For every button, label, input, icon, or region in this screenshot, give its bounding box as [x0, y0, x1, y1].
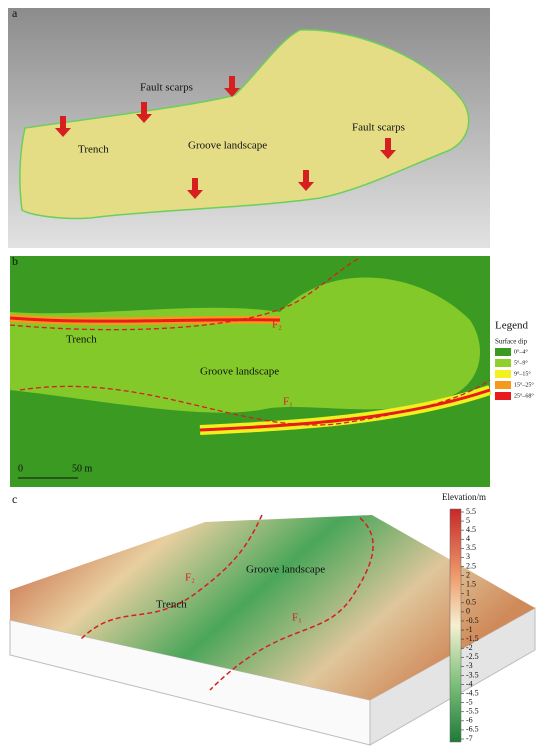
colorbar-tick-label: -4.5	[466, 688, 479, 697]
colorbar-tick-label: 2.5	[466, 561, 476, 570]
scale-label: 0	[18, 463, 23, 474]
legend-label: 15°–25°	[514, 381, 534, 388]
colorbar-tick-label: -6.5	[466, 725, 479, 734]
annotation: F₂	[185, 572, 195, 584]
colorbar-tick-label: -5.5	[466, 707, 479, 716]
colorbar-tick-label: -2	[466, 643, 473, 652]
annotation: F₂	[272, 319, 282, 331]
colorbar-tick-label: 1	[466, 589, 470, 598]
legend-label: 0°–4°	[514, 348, 528, 355]
groove	[10, 277, 480, 413]
fault-line	[209, 517, 374, 691]
panel-label: b	[12, 254, 18, 268]
annotation: Trench	[66, 334, 97, 346]
colorbar-tick-label: -7	[466, 734, 473, 743]
scarp-band	[199, 388, 491, 432]
colorbar-tick-label: -4	[466, 679, 473, 688]
annotation: F₁	[283, 396, 293, 408]
annotation: F₁	[292, 612, 302, 624]
legend-swatch	[495, 392, 511, 400]
colorbar-tick-label: -6	[466, 716, 473, 725]
legend-swatch	[495, 348, 511, 356]
colorbar-tick-label: 3.5	[466, 543, 476, 552]
legend-label: 25°–68°	[514, 392, 534, 399]
legend: 0°–4° 5°–9° 9°–15° 15°–25° 25°–68°	[495, 348, 534, 400]
colorbar	[449, 508, 462, 743]
colorbar-tick-label: -5	[466, 698, 473, 707]
colorbar-tick-label: 4	[466, 534, 470, 543]
colorbar-tick-label: 2	[466, 570, 470, 579]
legend-title: Legend	[495, 320, 528, 332]
legend-label: 9°–15°	[514, 370, 531, 377]
panel-label: c	[12, 492, 17, 506]
annotation: Trench	[156, 599, 187, 611]
colorbar-tick-label: 0	[466, 607, 470, 616]
colorbar-tick-label: -1.5	[466, 634, 479, 643]
fault-line	[19, 379, 491, 426]
legend-subtitle: Surface dip	[495, 338, 528, 346]
scarp-band	[9, 316, 281, 323]
colorbar-tick-label: 0.5	[466, 598, 476, 607]
annotation: Fault scarps	[352, 122, 405, 134]
terrain-surface	[10, 515, 535, 700]
colorbar-tick-label: 4.5	[466, 525, 476, 534]
colorbar-tick-label: -1	[466, 625, 473, 634]
colorbar-tick-label: 5.5	[466, 507, 476, 516]
colorbar-ticks: 5.554.543.532.521.510.50-0.5-1-1.5-2-2.5…	[461, 507, 479, 743]
legend-swatch	[495, 359, 511, 367]
panel-label: a	[12, 6, 18, 20]
annotation: Groove landscape	[188, 140, 267, 152]
colorbar-tick-label: 3	[466, 552, 470, 561]
terrain-model	[19, 29, 470, 220]
arrows	[55, 76, 396, 199]
annotation: Trench	[78, 144, 109, 156]
colorbar-tick-label: 5	[466, 516, 470, 525]
annotation: Groove landscape	[200, 366, 279, 378]
colorbar-tick-label: -3.5	[466, 670, 479, 679]
colorbar-title: Elevation/m	[442, 492, 486, 502]
annotation: Fault scarps	[140, 82, 193, 94]
scale-label: 50 m	[72, 463, 93, 474]
colorbar-tick-label: -0.5	[466, 616, 479, 625]
colorbar-tick-label: -2.5	[466, 652, 479, 661]
legend-swatch	[495, 381, 511, 389]
fault-line	[79, 514, 263, 641]
legend-swatch	[495, 370, 511, 378]
annotation: Groove landscape	[246, 564, 325, 576]
legend-label: 5°–9°	[514, 359, 528, 366]
colorbar-tick-label: -3	[466, 661, 473, 670]
colorbar-tick-label: 1.5	[466, 579, 476, 588]
